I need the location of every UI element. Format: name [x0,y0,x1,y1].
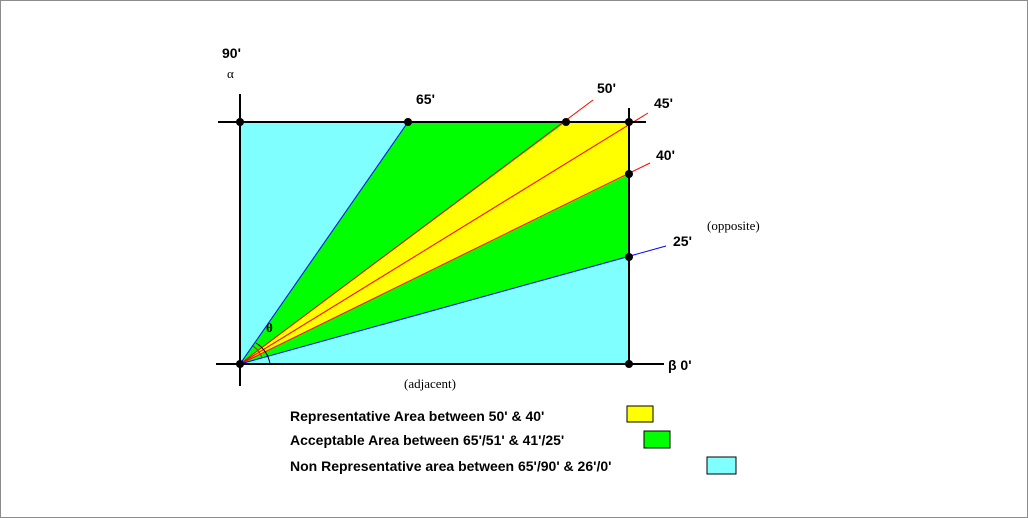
legend-swatch-representative [626,405,654,423]
ray-45 [239,112,649,365]
legend-item-non-representative: Non Representative area between 65'/90' … [290,458,611,474]
ray-40 [239,162,651,365]
ray-50-label: 50' [597,80,616,96]
legend-swatch-non-representative [706,456,737,475]
point-25 [625,253,633,261]
ray-65 [239,121,409,365]
point-65 [404,118,412,126]
legend-item-representative: Representative Area between 50' & 40' [290,408,544,424]
ray-40-label: 40' [656,147,675,163]
point-origin [236,360,244,368]
right-angle-label: β 0' [668,357,692,373]
ray-25-label: 25' [673,233,692,249]
point-45 [625,118,633,126]
top-angle-label: 90' [222,45,241,61]
point-bottom-right [625,360,633,368]
theta-label: θ [266,320,273,335]
legend-item-acceptable: Acceptable Area between 65'/51' & 41'/25… [290,432,564,448]
opposite-label: (opposite) [707,218,760,233]
ray-25 [239,245,667,365]
legend-swatch-acceptable [643,430,671,449]
representative-region [240,122,629,364]
adjacent-label: (adjacent) [404,376,456,391]
point-top-left [236,118,244,126]
point-50 [562,118,570,126]
theta-arc [252,345,263,359]
ray-45-label: 45' [654,95,673,111]
ray-65-label: 65' [416,91,435,107]
point-40 [625,170,633,178]
theta-arc-outer [255,342,271,365]
alpha-label: α [227,66,234,81]
ray-50 [239,99,594,365]
legend: Representative Area between 50' & 40' Ac… [290,405,737,475]
